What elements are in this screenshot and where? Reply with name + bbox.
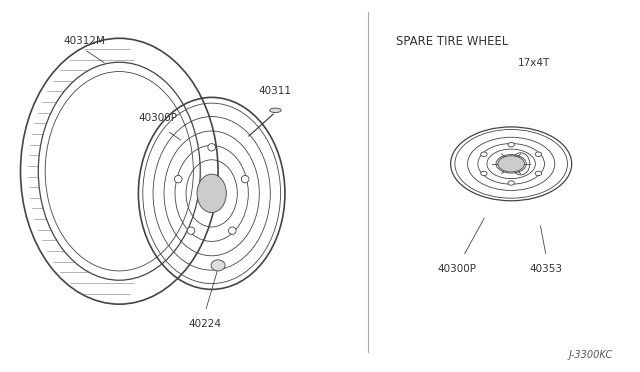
- Ellipse shape: [174, 176, 182, 183]
- Ellipse shape: [197, 174, 227, 212]
- Text: 40353: 40353: [530, 263, 563, 273]
- Text: 17x4T: 17x4T: [517, 58, 550, 68]
- Ellipse shape: [535, 152, 541, 157]
- Ellipse shape: [508, 181, 515, 185]
- Text: 40224: 40224: [189, 319, 222, 329]
- Text: SPARE TIRE WHEEL: SPARE TIRE WHEEL: [396, 35, 509, 48]
- Ellipse shape: [208, 144, 216, 151]
- Ellipse shape: [508, 142, 515, 147]
- Ellipse shape: [38, 62, 200, 280]
- Ellipse shape: [228, 227, 236, 234]
- Text: 40300P: 40300P: [438, 263, 477, 273]
- Text: 40312M: 40312M: [63, 36, 105, 46]
- Text: 40300P: 40300P: [138, 113, 177, 123]
- Ellipse shape: [187, 227, 195, 234]
- Ellipse shape: [481, 152, 487, 157]
- Ellipse shape: [535, 171, 541, 176]
- Ellipse shape: [241, 176, 249, 183]
- Ellipse shape: [211, 260, 225, 271]
- Text: J-3300KC: J-3300KC: [569, 350, 613, 359]
- Ellipse shape: [269, 108, 281, 112]
- Ellipse shape: [481, 171, 487, 176]
- Ellipse shape: [498, 156, 525, 172]
- Text: 40311: 40311: [259, 86, 292, 96]
